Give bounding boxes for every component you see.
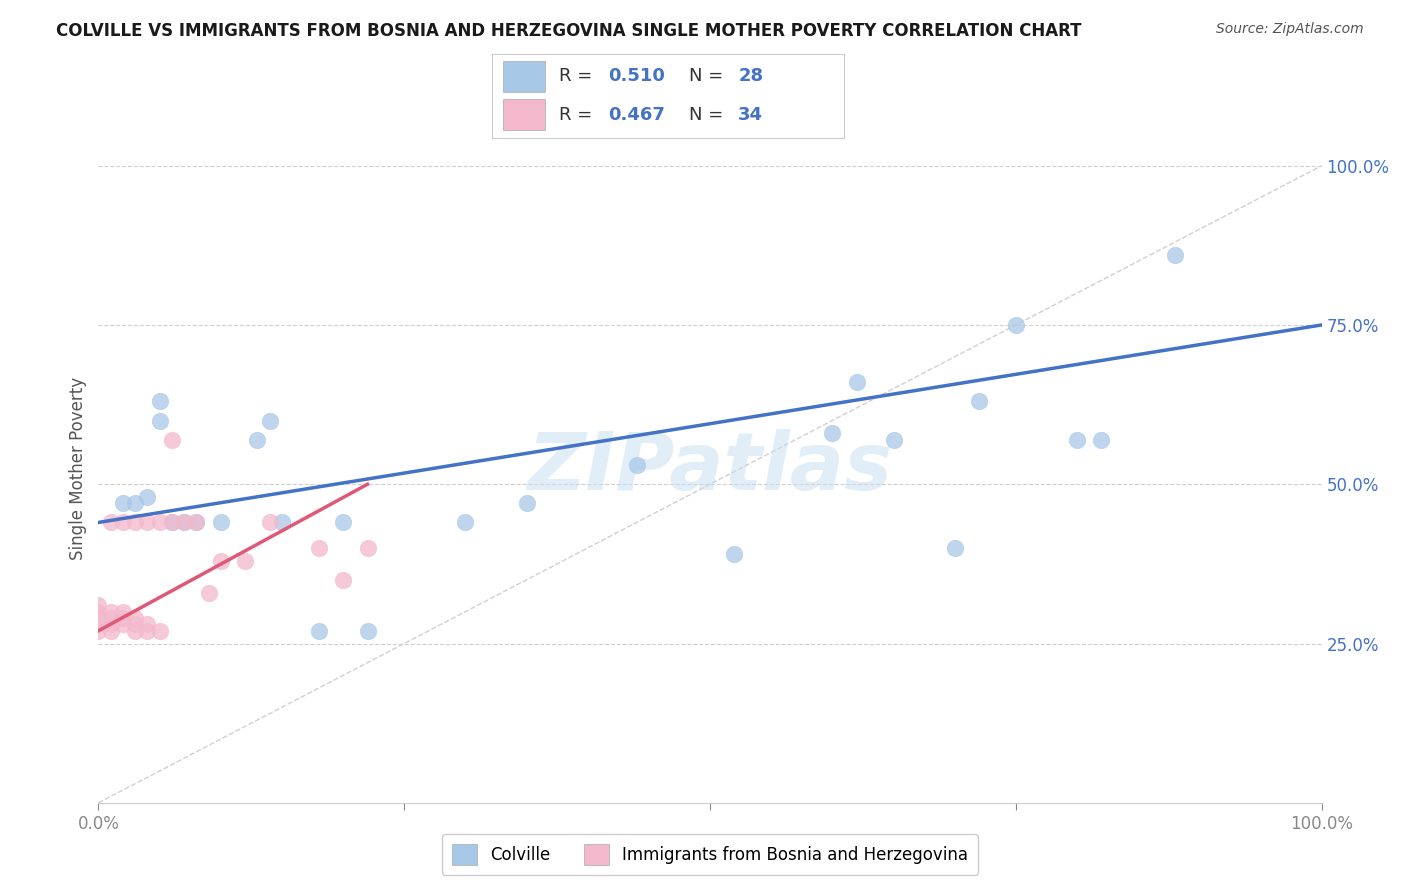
Point	[136, 490, 159, 504]
Point	[332, 573, 354, 587]
Point	[87, 605, 110, 619]
Point	[332, 516, 354, 530]
Point	[233, 554, 256, 568]
Text: ZIPatlas: ZIPatlas	[527, 429, 893, 508]
Point	[136, 516, 159, 530]
Point	[186, 516, 208, 530]
Point	[100, 605, 122, 619]
Point	[723, 547, 745, 561]
Text: N =: N =	[689, 105, 728, 123]
Point	[356, 541, 378, 555]
Point	[160, 516, 183, 530]
Point	[111, 496, 134, 510]
Point	[308, 541, 330, 555]
Point	[845, 376, 868, 390]
Point	[149, 413, 172, 427]
Point	[87, 611, 110, 625]
Point	[308, 624, 330, 638]
Point	[124, 617, 146, 632]
Text: COLVILLE VS IMMIGRANTS FROM BOSNIA AND HERZEGOVINA SINGLE MOTHER POVERTY CORRELA: COLVILLE VS IMMIGRANTS FROM BOSNIA AND H…	[56, 22, 1081, 40]
Point	[626, 458, 648, 472]
Point	[87, 617, 110, 632]
Point	[149, 624, 172, 638]
Point	[87, 624, 110, 638]
Point	[149, 516, 172, 530]
Point	[100, 611, 122, 625]
Point	[259, 516, 281, 530]
Point	[100, 624, 122, 638]
Point	[160, 433, 183, 447]
Point	[209, 516, 232, 530]
Text: 0.510: 0.510	[609, 68, 665, 86]
Text: N =: N =	[689, 68, 728, 86]
Point	[186, 516, 208, 530]
Point	[246, 433, 269, 447]
Point	[136, 624, 159, 638]
Point	[883, 433, 905, 447]
Text: 34: 34	[738, 105, 763, 123]
Point	[821, 426, 844, 441]
Point	[1090, 433, 1112, 447]
Point	[160, 516, 183, 530]
Text: 28: 28	[738, 68, 763, 86]
Point	[87, 599, 110, 613]
Point	[173, 516, 195, 530]
Point	[100, 516, 122, 530]
Point	[1066, 433, 1088, 447]
Point	[136, 617, 159, 632]
Text: R =: R =	[560, 105, 598, 123]
Point	[259, 413, 281, 427]
Point	[515, 496, 537, 510]
Point	[111, 516, 134, 530]
Point	[124, 624, 146, 638]
Point	[111, 605, 134, 619]
Text: Source: ZipAtlas.com: Source: ZipAtlas.com	[1216, 22, 1364, 37]
Point	[270, 516, 294, 530]
Text: R =: R =	[560, 68, 598, 86]
Legend: Colville, Immigrants from Bosnia and Herzegovina: Colville, Immigrants from Bosnia and Her…	[441, 834, 979, 875]
Point	[1164, 248, 1187, 262]
Point	[124, 496, 146, 510]
Point	[111, 611, 134, 625]
Point	[967, 394, 990, 409]
Point	[356, 624, 378, 638]
Text: 0.467: 0.467	[609, 105, 665, 123]
Point	[111, 617, 134, 632]
Point	[149, 394, 172, 409]
Point	[1004, 318, 1026, 332]
Point	[173, 516, 195, 530]
Point	[124, 516, 146, 530]
Point	[100, 617, 122, 632]
Point	[209, 554, 232, 568]
Point	[197, 585, 219, 599]
Point	[454, 516, 477, 530]
Point	[124, 611, 146, 625]
Bar	[503, 62, 546, 92]
Point	[943, 541, 966, 555]
Bar	[503, 99, 546, 130]
Y-axis label: Single Mother Poverty: Single Mother Poverty	[69, 376, 87, 560]
